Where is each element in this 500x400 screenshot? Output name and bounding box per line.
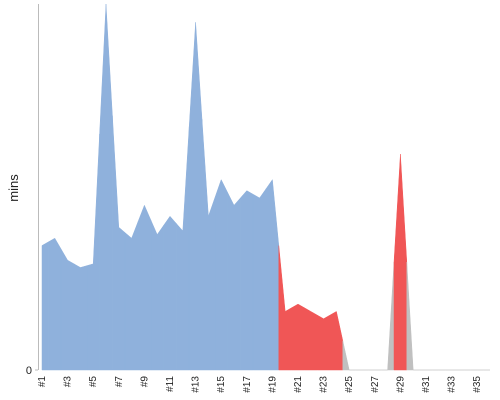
y-axis-label: mins [6, 174, 21, 202]
area-segment [265, 178, 280, 371]
area-segment [252, 188, 267, 371]
area-segment [406, 262, 420, 371]
x-tick-label: #5 [88, 376, 99, 388]
area-segment [342, 340, 356, 371]
area-segment [60, 248, 75, 371]
area-segment [41, 241, 49, 371]
area-segment [201, 119, 216, 371]
x-tick-label: #29 [395, 376, 406, 393]
x-tick-label: #35 [472, 376, 483, 393]
x-tick-label: #3 [63, 376, 74, 388]
area-segment [112, 115, 126, 371]
area-segment [227, 192, 241, 371]
area-segment [48, 237, 62, 371]
x-tick-label: #17 [242, 376, 253, 393]
area-segment [176, 126, 190, 371]
x-tick-label: #11 [165, 376, 176, 392]
area-segment [214, 179, 228, 371]
area-segment [316, 314, 331, 371]
area-segment [188, 22, 203, 371]
area-segment [137, 204, 152, 371]
x-tick-label: #25 [344, 376, 355, 393]
x-tick-label: #27 [370, 376, 381, 393]
area-segment [73, 263, 88, 371]
area-segment [304, 307, 318, 371]
area-segment [393, 154, 408, 371]
x-tick-label: #23 [319, 376, 330, 393]
area-segment [150, 219, 164, 371]
area-segment [163, 215, 177, 371]
area-segment [278, 245, 292, 371]
area-segment [86, 133, 100, 371]
x-tick-label: #19 [267, 376, 278, 393]
x-tick-label: #33 [447, 376, 458, 393]
x-tick-label: #15 [216, 376, 227, 393]
x-tick-label: #21 [293, 376, 304, 393]
area-segment [381, 262, 395, 371]
area-segment [99, 3, 113, 371]
x-tick-label: #7 [114, 376, 125, 388]
area-segment [124, 221, 139, 371]
area-segment [291, 303, 305, 371]
y-tick-label: 0 [26, 365, 32, 377]
area-segment [240, 190, 254, 371]
x-tick-label: #9 [139, 376, 150, 388]
x-tick-label: #31 [421, 376, 432, 393]
x-tick-label: #13 [191, 376, 202, 393]
area-segment [329, 311, 344, 371]
x-tick-label: #1 [37, 376, 48, 388]
